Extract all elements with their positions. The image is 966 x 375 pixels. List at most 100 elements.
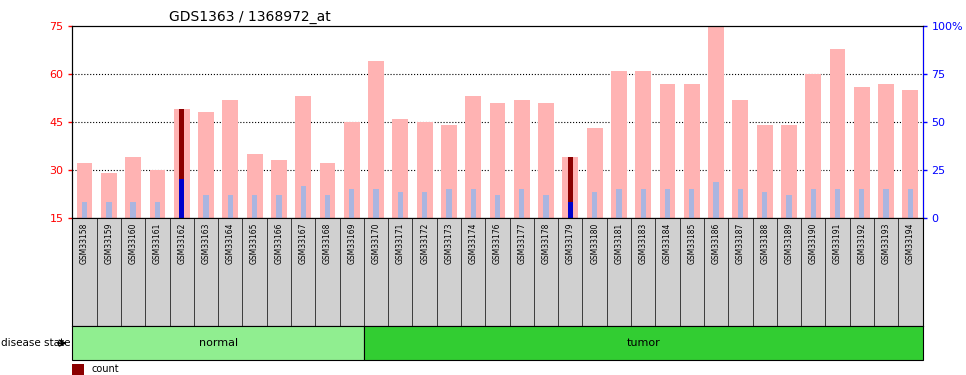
Text: GSM33179: GSM33179 (566, 223, 575, 264)
Text: GSM33180: GSM33180 (590, 223, 599, 264)
Text: GSM33174: GSM33174 (469, 223, 478, 264)
Text: GSM33184: GSM33184 (663, 223, 672, 264)
Text: GSM33162: GSM33162 (177, 223, 186, 264)
Bar (155, 202, 160, 217)
Bar (72, 326, 364, 360)
Text: GSM33167: GSM33167 (298, 223, 308, 264)
Bar (660, 84, 675, 218)
Text: GSM33161: GSM33161 (153, 223, 162, 264)
Text: GSM33158: GSM33158 (80, 223, 89, 264)
Text: disease state: disease state (1, 338, 71, 348)
Bar (568, 157, 573, 218)
Bar (562, 157, 579, 218)
Bar (150, 170, 165, 217)
Bar (586, 128, 603, 217)
Bar (738, 189, 743, 217)
Bar (665, 189, 670, 217)
Bar (830, 49, 845, 217)
Text: GSM33173: GSM33173 (444, 223, 453, 264)
Bar (854, 87, 869, 218)
Bar (300, 186, 306, 218)
Text: GSM33193: GSM33193 (882, 223, 891, 264)
Bar (592, 192, 597, 217)
Bar (344, 122, 359, 218)
Bar (246, 154, 263, 218)
Text: normal: normal (199, 338, 238, 348)
Bar (859, 189, 865, 217)
Bar (392, 118, 409, 218)
Text: GSM33183: GSM33183 (639, 223, 648, 264)
Bar (878, 84, 894, 218)
Bar (490, 103, 505, 218)
Bar (179, 179, 185, 218)
Bar (806, 74, 821, 217)
Bar (398, 192, 403, 217)
Bar (908, 189, 913, 217)
Text: GSM33177: GSM33177 (517, 223, 526, 264)
Bar (762, 192, 767, 217)
Text: GSM33191: GSM33191 (833, 223, 842, 264)
Bar (568, 202, 573, 217)
Text: GSM33171: GSM33171 (396, 223, 405, 264)
Bar (179, 183, 185, 218)
Text: GSM33163: GSM33163 (202, 223, 211, 264)
Bar (325, 195, 330, 217)
Bar (76, 164, 93, 218)
Text: GSM33192: GSM33192 (857, 223, 867, 264)
Text: GSM33190: GSM33190 (809, 223, 818, 264)
Bar (441, 125, 457, 218)
Text: GSM33159: GSM33159 (104, 223, 113, 264)
Bar (228, 195, 233, 217)
Bar (252, 195, 257, 217)
Text: GSM33170: GSM33170 (372, 223, 381, 264)
Bar (470, 189, 476, 217)
Bar (179, 109, 185, 217)
Text: tumor: tumor (626, 338, 660, 348)
Bar (101, 173, 117, 217)
Text: GSM33165: GSM33165 (250, 223, 259, 264)
Bar (466, 96, 481, 218)
Text: GSM33178: GSM33178 (542, 223, 551, 264)
Bar (368, 61, 384, 217)
Text: GSM33185: GSM33185 (687, 223, 696, 264)
Bar (422, 192, 427, 217)
Bar (810, 189, 816, 217)
Bar (835, 189, 840, 217)
Bar (902, 90, 919, 218)
Bar (568, 202, 573, 217)
Bar (204, 195, 209, 217)
Text: GSM33169: GSM33169 (347, 223, 356, 264)
Bar (732, 100, 749, 218)
Bar (714, 183, 719, 218)
Bar (349, 189, 355, 217)
Text: GSM33172: GSM33172 (420, 223, 429, 264)
Bar (689, 189, 695, 217)
Text: GSM33189: GSM33189 (784, 223, 793, 264)
Bar (130, 202, 136, 217)
Bar (82, 202, 87, 217)
Bar (544, 195, 549, 217)
Text: count: count (92, 364, 120, 374)
Bar (364, 326, 923, 360)
Text: GSM33181: GSM33181 (614, 223, 623, 264)
Bar (884, 189, 889, 217)
Bar (271, 160, 287, 218)
Bar (640, 189, 646, 217)
Bar (616, 189, 621, 217)
Bar (296, 96, 311, 218)
Text: GDS1363 / 1368972_at: GDS1363 / 1368972_at (169, 10, 330, 24)
Bar (519, 189, 525, 217)
Bar (446, 189, 451, 217)
Text: GSM33186: GSM33186 (712, 223, 721, 264)
Bar (495, 195, 500, 217)
Bar (198, 112, 213, 218)
Text: GSM33160: GSM33160 (128, 223, 138, 264)
Text: GSM33187: GSM33187 (736, 223, 745, 264)
Bar (416, 122, 433, 218)
Bar (222, 100, 239, 218)
Text: GSM33166: GSM33166 (274, 223, 283, 264)
Bar (126, 157, 141, 218)
Bar (320, 164, 335, 218)
Bar (636, 71, 651, 217)
Bar (374, 189, 379, 217)
